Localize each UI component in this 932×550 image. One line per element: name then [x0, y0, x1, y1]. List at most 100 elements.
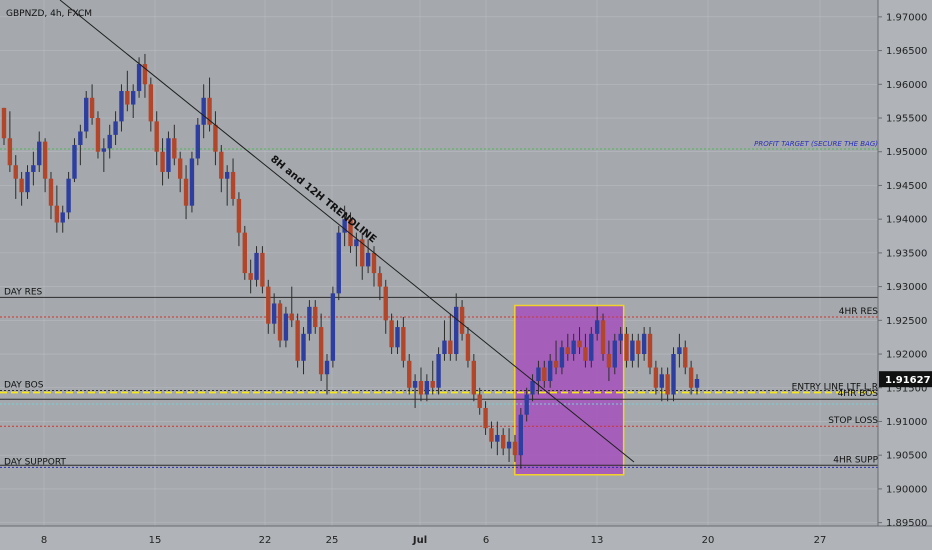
level-label: STOP LOSS — [828, 416, 878, 426]
candle-body — [600, 320, 606, 355]
y-tick-label: 1.91000 — [886, 417, 927, 428]
candle-body — [624, 333, 629, 361]
candle-body — [377, 273, 383, 287]
level-label: DAY SUPPORT — [4, 457, 66, 467]
candle-body — [160, 151, 165, 172]
candle-body — [647, 333, 653, 368]
candle-body — [477, 394, 482, 408]
candle-body — [630, 340, 635, 361]
candle-body — [471, 360, 477, 395]
candle-body — [330, 293, 336, 361]
candle-body — [107, 134, 112, 149]
candle-body — [577, 340, 582, 348]
candle-body — [489, 428, 494, 442]
candle-body — [553, 360, 559, 368]
candle-body — [530, 381, 535, 395]
candle-body — [236, 198, 242, 233]
candle-body — [31, 165, 36, 172]
candle-body — [348, 219, 353, 247]
candle-body — [342, 219, 347, 233]
x-tick-label: 27 — [814, 535, 827, 546]
x-tick-label: 6 — [483, 535, 489, 546]
x-tick-label: 20 — [702, 535, 715, 546]
candle-body — [307, 306, 312, 334]
candle-body — [594, 320, 600, 334]
current-price-tag — [879, 371, 932, 388]
candle-body — [659, 374, 664, 388]
candle-body — [688, 367, 694, 388]
y-tick-label: 1.93500 — [886, 248, 927, 259]
candle-body — [401, 327, 406, 361]
candle-body — [19, 178, 24, 193]
y-tick-label: 1.90000 — [886, 484, 927, 495]
level-label: 4HR RES — [839, 307, 879, 317]
candle-body — [125, 91, 130, 105]
y-tick-label: 1.91500 — [886, 383, 927, 394]
candle-body — [119, 91, 124, 122]
candle-body — [213, 124, 218, 152]
candle-body — [1, 107, 7, 139]
grid — [0, 0, 878, 526]
candle-body — [571, 340, 576, 355]
candle-body — [131, 91, 136, 105]
candle-body — [365, 252, 371, 267]
y-tick-label: 1.95500 — [886, 114, 927, 125]
candle-body — [195, 124, 201, 159]
candle-body — [436, 354, 441, 388]
candle-body — [248, 273, 253, 280]
candle-body — [301, 333, 306, 361]
candle-body — [219, 151, 224, 179]
y-tick-label: 1.95000 — [886, 147, 927, 158]
candle-body — [25, 171, 30, 193]
candle-body — [166, 138, 171, 172]
y-tick-label: 1.92000 — [886, 350, 927, 361]
candle-body — [448, 340, 453, 355]
candle-body — [7, 138, 13, 166]
candle-body — [483, 407, 488, 429]
candle-body — [694, 378, 700, 388]
x-tick-label: 22 — [259, 535, 272, 546]
candle-body — [430, 381, 435, 388]
candle-body — [207, 97, 212, 125]
candle-body — [336, 232, 341, 294]
level-label: PROFIT TARGET (SECURE THE BAG) — [754, 140, 878, 148]
candle-body — [412, 381, 418, 388]
candle-body — [224, 171, 230, 179]
candle-body — [442, 340, 447, 355]
candle-body — [641, 333, 647, 355]
current-price-label: 1.91627 — [885, 375, 931, 386]
candle-body — [101, 148, 107, 152]
level-label: DAY RES — [4, 287, 43, 297]
candle-body — [95, 118, 101, 152]
candle-body — [172, 138, 177, 159]
level-label: ENTRY LINE LTF L.R — [792, 382, 878, 392]
candle-body — [524, 394, 529, 415]
candle-body — [395, 327, 400, 348]
candle-body — [78, 131, 83, 145]
candle-body — [589, 333, 594, 361]
candle-body — [113, 121, 118, 135]
trendline — [59, 0, 635, 463]
y-tick-label: 1.96500 — [886, 46, 927, 57]
candle-body — [183, 178, 189, 206]
candle-body — [242, 232, 247, 274]
candle-body — [424, 381, 430, 395]
candle-body — [383, 286, 388, 321]
candle-body — [506, 441, 512, 449]
candle-body — [612, 340, 617, 368]
candle-body — [318, 327, 324, 375]
x-tick-label: 25 — [326, 535, 339, 546]
candle-body — [283, 313, 289, 341]
symbol-title: GBPNZD, 4h, FXCM — [6, 9, 92, 19]
y-tick-label: 1.96000 — [886, 80, 927, 91]
candle-body — [500, 434, 506, 449]
candle-body — [671, 354, 676, 395]
candle-body — [60, 212, 65, 223]
candle-body — [254, 252, 259, 280]
candle-body — [189, 158, 195, 206]
y-tick-label: 1.97000 — [886, 12, 927, 23]
y-tick-label: 1.93000 — [886, 282, 927, 293]
